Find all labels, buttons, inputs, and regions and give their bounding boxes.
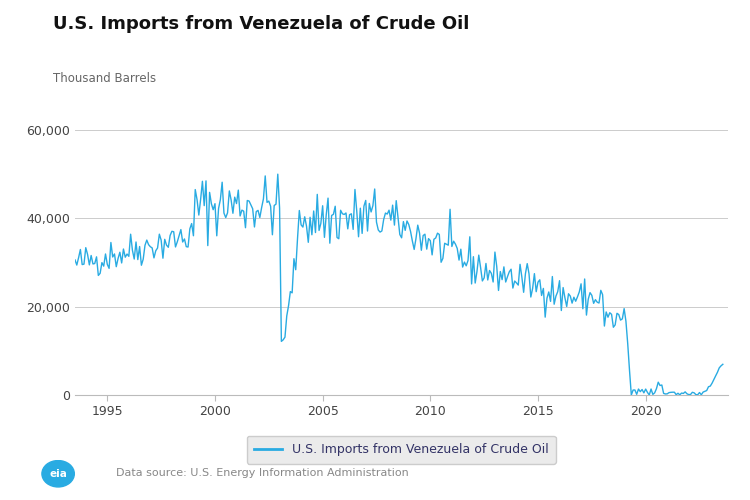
Circle shape — [42, 460, 74, 487]
Text: Thousand Barrels: Thousand Barrels — [53, 72, 156, 86]
Text: Data source: U.S. Energy Information Administration: Data source: U.S. Energy Information Adm… — [116, 468, 409, 477]
Legend: U.S. Imports from Venezuela of Crude Oil: U.S. Imports from Venezuela of Crude Oil — [247, 436, 556, 464]
Text: U.S. Imports from Venezuela of Crude Oil: U.S. Imports from Venezuela of Crude Oil — [53, 15, 469, 33]
Text: eia: eia — [50, 470, 67, 480]
